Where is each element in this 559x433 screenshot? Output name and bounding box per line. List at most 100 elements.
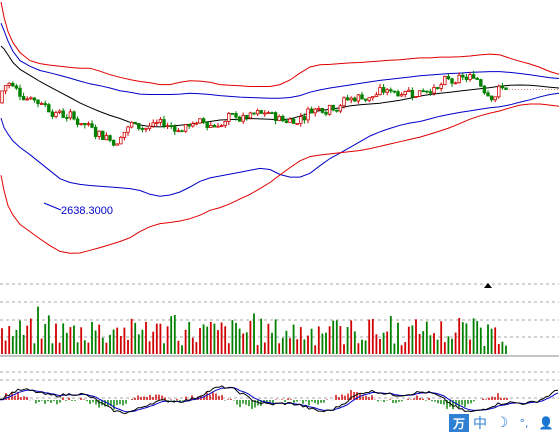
volume-bar xyxy=(397,322,399,354)
volume-bar xyxy=(83,340,86,354)
candle-body xyxy=(201,118,206,123)
volume-bar xyxy=(69,327,72,354)
candle-body xyxy=(263,112,267,115)
ime-moon-icon[interactable]: ☽ xyxy=(495,415,509,431)
ime-logo-icon[interactable]: 万 xyxy=(449,414,469,432)
candle-body xyxy=(367,97,371,101)
candle-body xyxy=(65,117,69,119)
volume-bar xyxy=(123,327,126,354)
candle-body xyxy=(453,82,458,85)
candle-body xyxy=(248,112,253,119)
scroll-marker-icon[interactable] xyxy=(484,283,492,288)
volume-bar xyxy=(476,321,479,354)
candle-body xyxy=(489,95,494,101)
volume-bar xyxy=(37,306,39,354)
volume-bar xyxy=(130,318,133,354)
volume-bar xyxy=(62,323,65,354)
candle-body xyxy=(122,131,127,138)
candle-body xyxy=(7,82,11,86)
volume-bar xyxy=(170,316,173,354)
candle-body xyxy=(331,104,335,111)
candle-body xyxy=(144,127,148,130)
volume-bar xyxy=(321,333,324,354)
volume-bar xyxy=(163,343,165,354)
volume-bar xyxy=(433,333,435,354)
volume-bar xyxy=(307,335,309,354)
ime-punctuation-button[interactable]: °, xyxy=(519,416,529,430)
volume-bar xyxy=(407,326,410,354)
candle-body xyxy=(299,116,303,124)
ime-language-button[interactable]: 中 xyxy=(473,416,487,432)
middle-line xyxy=(0,45,559,128)
volume-bar xyxy=(325,332,327,354)
candle-body xyxy=(349,97,353,101)
candle-body xyxy=(43,103,47,106)
volume-bar xyxy=(148,341,151,354)
candle-body xyxy=(410,89,415,98)
volume-bar xyxy=(202,324,205,354)
candle-body xyxy=(104,135,109,141)
candle-body xyxy=(255,110,260,115)
volume-bar xyxy=(105,342,108,354)
candle-body xyxy=(140,128,145,130)
candle-body xyxy=(115,143,119,146)
candle-body xyxy=(356,94,361,102)
volume-bar xyxy=(224,326,227,354)
lower-inner-band-line xyxy=(0,92,559,197)
candle-body xyxy=(446,76,451,80)
volume-bar xyxy=(235,322,237,354)
candle-body xyxy=(241,115,245,122)
volume-bar xyxy=(159,323,162,354)
oscillator-fast-line xyxy=(0,385,559,414)
volume-bar xyxy=(443,342,446,354)
candle-body xyxy=(284,120,289,123)
volume-bar xyxy=(472,318,475,354)
volume-bar xyxy=(296,339,299,354)
volume-bar xyxy=(263,342,266,354)
volume-bar xyxy=(119,336,122,354)
ime-user-icon[interactable]: 👤 xyxy=(538,416,554,430)
volume-bar xyxy=(389,316,392,354)
candle-body xyxy=(457,74,461,84)
volume-bar xyxy=(177,340,180,354)
candle-body xyxy=(212,125,217,128)
volume-bar xyxy=(76,342,79,354)
candle-body xyxy=(47,104,51,113)
candle-body xyxy=(374,94,379,97)
candle-body xyxy=(86,123,91,126)
candle-body xyxy=(90,123,94,128)
candle-body xyxy=(32,97,37,101)
candle-body xyxy=(151,122,155,127)
candle-body xyxy=(324,111,328,115)
candle-body xyxy=(165,125,170,127)
candle-body xyxy=(475,77,479,80)
lower-outer-band-line xyxy=(0,103,559,254)
volume-bar xyxy=(393,343,396,354)
candle-body xyxy=(309,108,314,114)
candle-body xyxy=(61,110,65,118)
volume-bar xyxy=(375,334,378,354)
volume-bar xyxy=(501,341,504,354)
candle-body xyxy=(36,99,40,105)
volume-bar xyxy=(314,345,317,354)
candle-body xyxy=(11,82,15,87)
min-price-pointer xyxy=(43,202,62,211)
candle-body xyxy=(306,108,310,121)
candle-body xyxy=(137,123,141,129)
candle-body xyxy=(234,113,238,118)
volume-bar xyxy=(98,324,101,354)
volume-bar xyxy=(332,320,335,354)
volume-bar xyxy=(33,343,36,354)
candle-body xyxy=(425,90,429,93)
candle-body xyxy=(371,96,375,99)
volume-bar xyxy=(343,344,345,354)
volume-bar xyxy=(487,324,489,354)
volume-bar xyxy=(451,338,453,354)
volume-bar xyxy=(55,323,57,354)
candle-body xyxy=(108,135,112,141)
volume-bar xyxy=(371,319,374,354)
candle-body xyxy=(227,113,231,122)
volume-bar xyxy=(469,339,471,354)
candle-body xyxy=(169,125,173,127)
